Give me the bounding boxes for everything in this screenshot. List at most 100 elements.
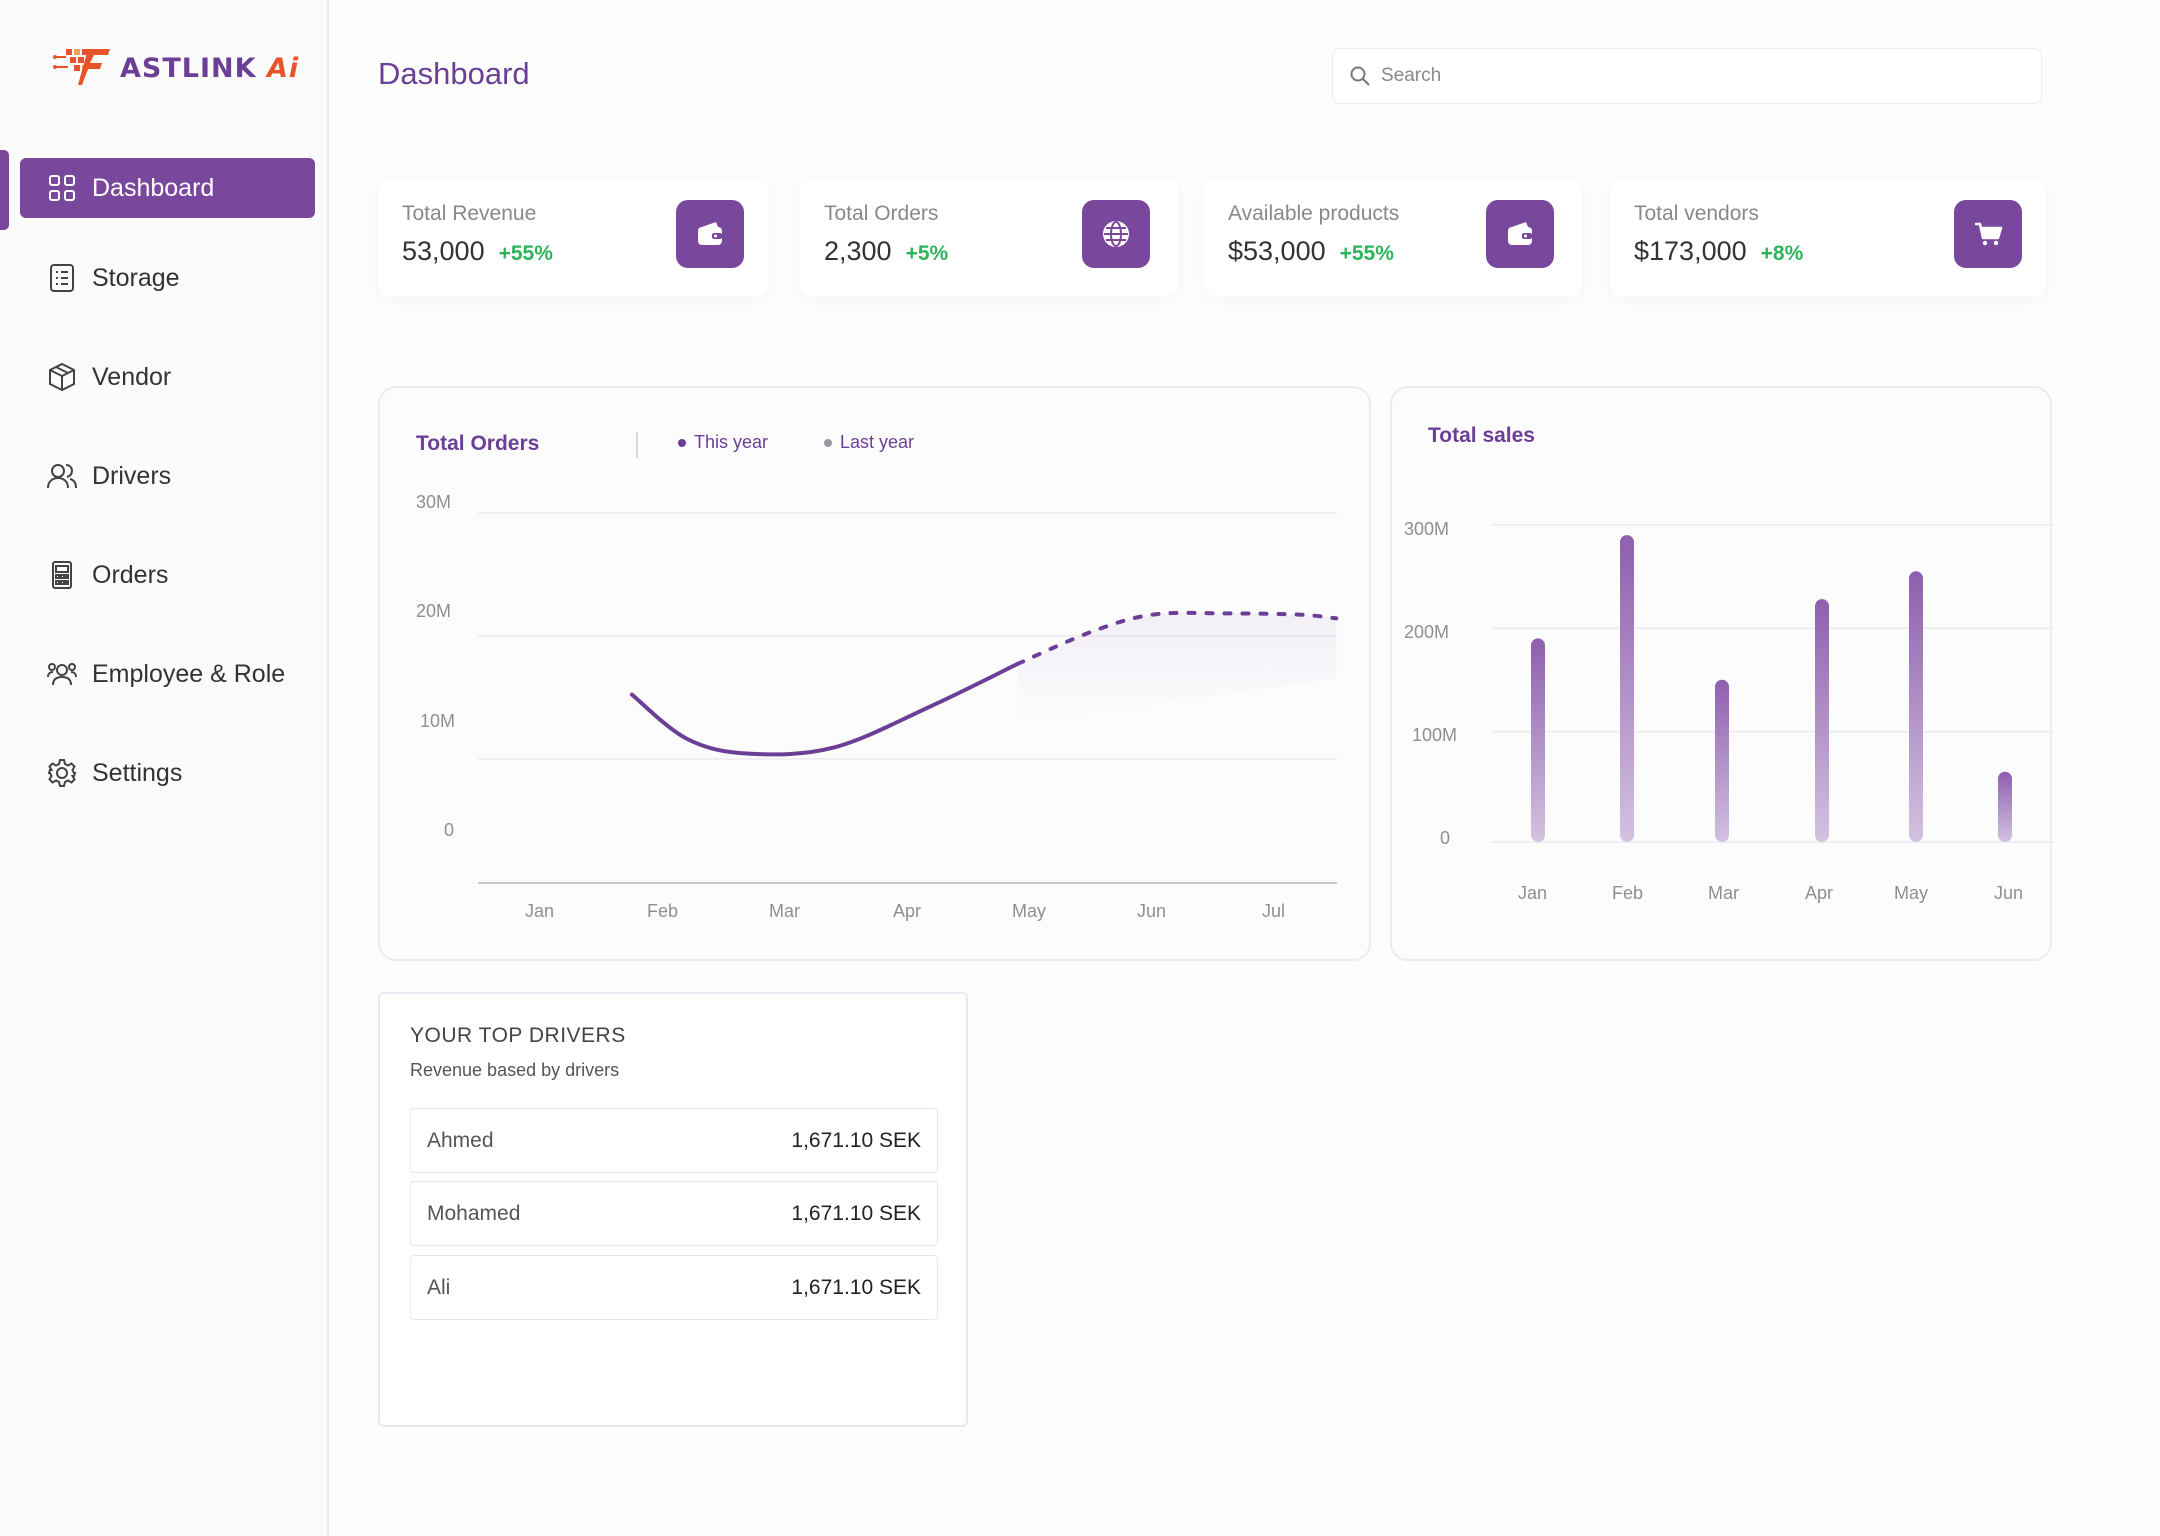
stat-card-total-vendors: Total vendors $173,000 +8% <box>1610 178 2046 296</box>
y-tick-label: 0 <box>1440 828 1451 848</box>
top-drivers-panel: YOUR TOP DRIVERS Revenue based by driver… <box>378 992 968 1427</box>
list-item[interactable]: Ali 1,671.10 SEK <box>410 1255 938 1320</box>
active-nav-marker <box>0 150 9 230</box>
bar-mar <box>1715 679 1729 842</box>
legend-this-year: This year <box>678 432 768 453</box>
sidebar-item-label: Orders <box>92 560 169 589</box>
search-input[interactable] <box>1381 65 2041 87</box>
bar-jun <box>1998 771 2012 842</box>
legend-dot <box>678 438 686 447</box>
x-tick-label: May <box>1894 883 1929 903</box>
series-glow <box>1017 612 1337 724</box>
sidebar-item-label: Dashboard <box>92 173 215 202</box>
stat-change: +55% <box>498 242 553 265</box>
bar-apr <box>1815 599 1829 842</box>
sidebar-item-orders[interactable]: Orders <box>20 545 315 605</box>
sidebar-item-dashboard[interactable]: Dashboard <box>20 158 315 218</box>
y-tick-label: 100M <box>1412 725 1458 745</box>
sidebar-item-settings[interactable]: Settings <box>20 743 315 803</box>
x-tick-label: Jun <box>1137 901 1167 921</box>
stat-icon-wrap <box>1486 200 1554 268</box>
legend-dot <box>824 438 832 447</box>
list-item[interactable]: Mohamed 1,671.10 SEK <box>410 1181 938 1246</box>
sidebar-item-drivers[interactable]: Drivers <box>20 446 315 506</box>
series-line-last-year <box>1015 610 1339 666</box>
driver-amount: 1,671.10 SEK <box>791 1128 921 1152</box>
brand-logo[interactable]: ASTLINK Ai <box>52 44 299 92</box>
driver-name: Ahmed <box>427 1128 494 1152</box>
sidebar-item-storage[interactable]: Storage <box>20 248 315 308</box>
sidebar-item-vendor[interactable]: Vendor <box>20 347 315 407</box>
total-sales-chart-panel: Total sales 300M 200M 100M 0 Jan Feb Mar… <box>1390 386 2054 961</box>
x-tick-label: Jul <box>1262 901 1286 921</box>
x-tick-label: Feb <box>1612 883 1644 903</box>
sidebar-item-label: Employee & Role <box>92 659 286 688</box>
box-icon <box>49 362 75 392</box>
x-tick-label: Feb <box>647 901 679 921</box>
search-bar[interactable] <box>1332 48 2042 104</box>
x-tick-label: Apr <box>893 901 922 921</box>
total-sales-bar-chart <box>1492 524 2054 843</box>
x-tick-label: Apr <box>1805 883 1834 903</box>
total-orders-chart-panel: Total Orders This year Last year 30M 20M… <box>378 386 1371 961</box>
bar-jan <box>1531 638 1545 842</box>
wallet-icon <box>1508 222 1532 245</box>
chart-title: Total Orders <box>416 432 540 455</box>
stat-label: Available products <box>1228 202 1400 225</box>
stat-label: Total Revenue <box>402 202 537 225</box>
gear-icon <box>47 759 77 787</box>
driver-amount: 1,671.10 SEK <box>791 1275 921 1299</box>
stat-icon-wrap <box>1954 200 2022 268</box>
stat-value: 2,300 +5% <box>824 236 949 266</box>
sidebar-nav: Dashboard Storage Vendor Drivers Orders … <box>20 158 315 803</box>
sidebar-item-label: Vendor <box>92 362 172 391</box>
grid-icon <box>49 175 75 201</box>
driver-amount: 1,671.10 SEK <box>791 1201 921 1225</box>
x-tick-label: Jan <box>525 901 555 921</box>
stat-card-total-revenue: Total Revenue 53,000 +55% <box>378 178 768 296</box>
stat-value: $173,000 +8% <box>1634 236 1804 266</box>
stat-icon-wrap <box>1082 200 1150 268</box>
list-item[interactable]: Ahmed 1,671.10 SEK <box>410 1108 938 1173</box>
calculator-icon <box>52 561 72 589</box>
stat-card-total-orders: Total Orders 2,300 +5% <box>800 178 1178 296</box>
logo-mark-icon <box>53 49 110 85</box>
driver-name: Mohamed <box>427 1201 521 1225</box>
list-icon <box>50 264 74 292</box>
stat-card-available-products: Available products $53,000 +55% <box>1204 178 1582 296</box>
x-tick-label: Jan <box>1518 883 1548 903</box>
x-tick-label: May <box>1012 901 1047 921</box>
stat-value: 53,000 +55% <box>402 236 553 266</box>
cart-icon <box>1975 222 2003 246</box>
globe-icon <box>1103 221 1129 247</box>
sidebar-item-label: Settings <box>92 758 183 787</box>
driver-name: Ali <box>427 1275 451 1299</box>
sidebar: ASTLINK Ai <box>0 0 329 1536</box>
y-tick-label: 200M <box>1404 622 1450 642</box>
y-tick-label: 30M <box>416 492 452 512</box>
y-tick-label: 10M <box>420 711 456 731</box>
x-tick-label: Mar <box>769 901 800 921</box>
brand-name: ASTLINK Ai <box>120 52 300 84</box>
x-tick-label: Jun <box>1994 883 2024 903</box>
y-tick-label: 20M <box>416 601 452 621</box>
y-tick-label: 0 <box>444 820 455 840</box>
chart-title: Total sales <box>1428 424 1535 447</box>
drivers-subtitle: Revenue based by drivers <box>410 1060 620 1080</box>
stat-value: $53,000 +55% <box>1228 236 1394 266</box>
legend-divider <box>636 432 638 458</box>
users-icon <box>47 464 77 489</box>
drivers-title: YOUR TOP DRIVERS <box>410 1024 626 1047</box>
stat-label: Total Orders <box>824 202 939 225</box>
x-tick-label: Mar <box>1708 883 1739 903</box>
stat-change: +5% <box>905 242 949 265</box>
sidebar-item-label: Storage <box>92 263 180 292</box>
user-group-icon <box>47 663 77 686</box>
wallet-icon <box>698 222 722 245</box>
page-title: Dashboard <box>378 56 530 91</box>
sidebar-item-employee-role[interactable]: Employee & Role <box>20 644 315 704</box>
sidebar-item-label: Drivers <box>92 461 172 490</box>
stat-icon-wrap <box>676 200 744 268</box>
stat-label: Total vendors <box>1634 202 1759 225</box>
legend-last-year: Last year <box>824 432 914 453</box>
